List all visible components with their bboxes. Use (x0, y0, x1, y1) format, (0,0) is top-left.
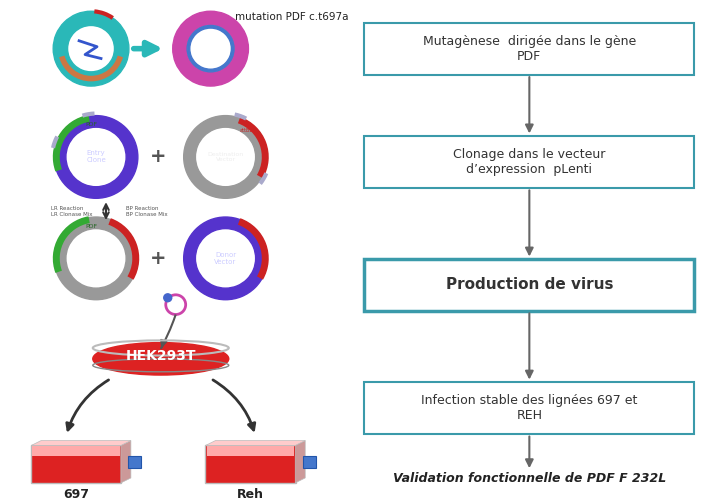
Text: PDF: PDF (85, 224, 97, 229)
FancyBboxPatch shape (365, 136, 695, 188)
Bar (32, 446, 120, 456)
FancyBboxPatch shape (303, 456, 316, 468)
Circle shape (188, 26, 233, 71)
Text: Entry
Clone: Entry Clone (86, 150, 106, 163)
Text: Reh: Reh (237, 488, 264, 501)
Text: Expression
Clone: Expression Clone (79, 253, 113, 264)
Text: +: + (149, 249, 166, 268)
Polygon shape (206, 441, 305, 446)
Bar (206, 446, 295, 456)
Text: Donor
Vector: Donor Vector (214, 252, 237, 265)
Text: Mutagènese  dirigée dans le gène
PDF: Mutagènese dirigée dans le gène PDF (422, 35, 636, 63)
Polygon shape (31, 441, 131, 446)
Text: attB2: attB2 (240, 128, 253, 133)
Polygon shape (295, 441, 305, 483)
Text: Clonage dans le vecteur
d’expression  pLenti: Clonage dans le vecteur d’expression pLe… (453, 148, 606, 176)
Text: BP Reaction
BP Clonase Mix: BP Reaction BP Clonase Mix (126, 206, 168, 216)
Text: Infection stable des lignées 697 et
REH: Infection stable des lignées 697 et REH (421, 394, 638, 422)
FancyBboxPatch shape (31, 445, 121, 483)
Text: 697: 697 (63, 488, 89, 501)
Text: Production de virus: Production de virus (445, 278, 613, 292)
Text: PDF: PDF (85, 122, 97, 127)
Text: Validation fonctionnelle de PDF F 232L: Validation fonctionnelle de PDF F 232L (393, 472, 666, 485)
Polygon shape (121, 441, 131, 483)
FancyBboxPatch shape (365, 23, 695, 75)
Text: mutation PDF c.t697a: mutation PDF c.t697a (235, 12, 349, 22)
Text: Destination
Vector: Destination Vector (207, 151, 243, 162)
FancyBboxPatch shape (129, 456, 142, 468)
Circle shape (164, 294, 172, 302)
Text: LR Reaction
LR Clonase Mix: LR Reaction LR Clonase Mix (51, 206, 92, 216)
FancyBboxPatch shape (365, 382, 695, 434)
Text: +: + (149, 147, 166, 166)
FancyBboxPatch shape (205, 445, 296, 483)
Ellipse shape (93, 343, 229, 375)
Text: HEK293T: HEK293T (126, 349, 196, 363)
FancyBboxPatch shape (365, 259, 695, 311)
